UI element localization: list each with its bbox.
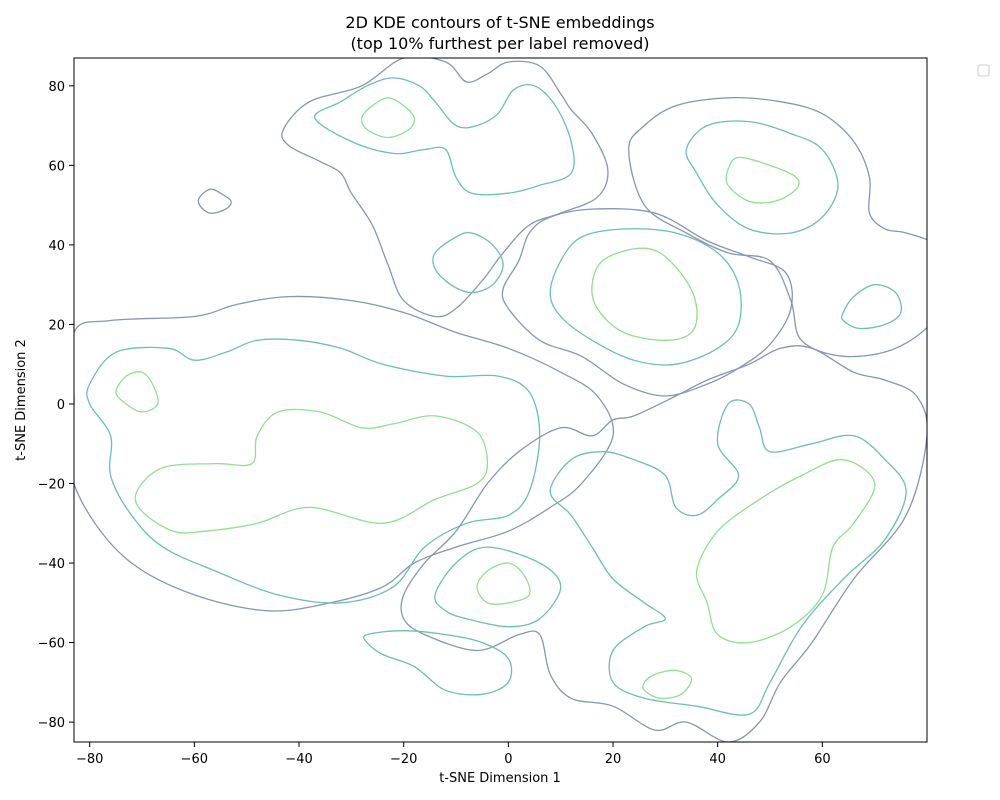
plot-frame [73, 57, 928, 743]
y-tick-label: −80 [38, 716, 65, 731]
y-tick-label: 0 [57, 398, 65, 413]
x-tick-label: 40 [709, 752, 726, 767]
x-tick-label: −40 [285, 752, 312, 767]
contour-line-high-21 [642, 669, 693, 700]
y-axis-label: t-SNE Dimension 2 [14, 339, 29, 461]
contour-line-low-5 [501, 208, 793, 397]
contour-line-low-3 [197, 188, 232, 214]
contour-line-mid-1 [314, 77, 575, 196]
y-tick-label: −20 [38, 478, 65, 493]
contour-line-mid-9 [685, 120, 839, 235]
contour-line-high-18 [476, 562, 531, 605]
chart-title: 2D KDE contours of t-SNE embeddings [345, 13, 654, 32]
x-tick-label: 60 [814, 752, 831, 767]
chart-subtitle: (top 10% furthest per label removed) [350, 34, 649, 53]
contour-line-low-16 [400, 345, 927, 742]
contour-line-high-10 [725, 156, 800, 204]
contour-line-low-8 [628, 97, 927, 358]
contour-line-low-0 [281, 58, 609, 318]
contour-line-mid-4 [432, 231, 504, 294]
contour-line-mid-22 [363, 630, 513, 696]
y-tick-label: 60 [48, 159, 65, 174]
contour-line-high-2 [360, 97, 416, 139]
y-tick-label: 80 [48, 80, 65, 95]
contour-line-high-7 [591, 247, 698, 341]
x-tick-label: −20 [390, 752, 417, 767]
contour-line-mid-13 [86, 338, 541, 604]
contour-line-high-20 [695, 459, 876, 644]
y-tick-label: −40 [38, 557, 65, 572]
contour-line-mid-17 [434, 546, 562, 628]
x-axis: −80 −60 −40 −20 0 20 40 60 [76, 742, 831, 767]
y-tick-label: 20 [48, 318, 65, 333]
contour-layer [74, 58, 927, 742]
x-tick-label: 20 [605, 752, 622, 767]
x-axis-label: t-SNE Dimension 1 [439, 771, 561, 786]
contour-line-mid-11 [841, 283, 903, 330]
contour-line-mid-19 [549, 399, 907, 716]
x-tick-label: −60 [181, 752, 208, 767]
contour-line-high-15 [115, 371, 159, 413]
y-tick-label: −60 [38, 637, 65, 652]
contour-line-low-12 [74, 295, 615, 612]
y-axis: −80 −60 −40 −20 0 20 40 60 80 [38, 80, 74, 731]
x-tick-label: −80 [76, 752, 103, 767]
y-tick-label: 40 [48, 239, 65, 254]
contour-line-mid-6 [549, 228, 742, 366]
contour-line-high-14 [134, 408, 489, 534]
x-tick-label: 0 [504, 752, 512, 767]
legend-box [977, 64, 990, 77]
